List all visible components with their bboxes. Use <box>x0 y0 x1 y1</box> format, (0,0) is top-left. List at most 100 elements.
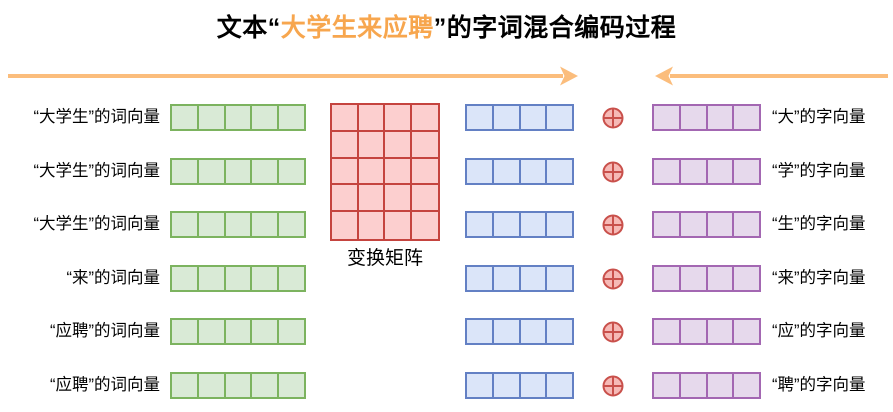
plus-circle-icon <box>602 321 624 343</box>
vector-cell <box>172 106 199 129</box>
vector-cell <box>734 106 759 129</box>
char-vector <box>652 265 761 292</box>
word-vector-label: “应聘”的词向量 <box>50 376 160 394</box>
transformed-word-vector <box>465 372 574 399</box>
vector-cell <box>494 160 521 183</box>
matrix-cell <box>332 185 359 213</box>
matrix-cell <box>358 158 385 186</box>
vector-cell <box>226 320 253 343</box>
right-direction-arrow <box>8 66 578 86</box>
matrix-cell <box>332 158 359 186</box>
char-vector-label: “应”的字向量 <box>772 322 866 340</box>
vector-cell <box>521 267 548 290</box>
char-vector-label: “聘”的字向量 <box>772 376 866 394</box>
vector-cell <box>494 374 521 397</box>
matrix-cell <box>358 105 385 132</box>
vector-cell <box>172 160 199 183</box>
title-prefix: 文本“ <box>216 14 281 42</box>
transformed-word-vector <box>465 211 574 238</box>
plus-circle-icon <box>602 161 624 183</box>
vector-cell <box>734 160 759 183</box>
matrix-cell <box>385 131 412 159</box>
vector-cell <box>279 106 304 129</box>
vector-cell <box>199 320 226 343</box>
vector-cell <box>494 320 521 343</box>
plus-circle-icon <box>602 268 624 290</box>
vector-cell <box>734 320 759 343</box>
vector-cell <box>708 374 735 397</box>
vector-cell <box>279 213 304 236</box>
vector-cell <box>547 160 572 183</box>
diagram-row: “大学生”的词向量 <box>0 104 893 131</box>
vector-cell <box>467 213 494 236</box>
vector-cell <box>172 374 199 397</box>
vector-cell <box>654 160 681 183</box>
vector-cell <box>172 320 199 343</box>
flow-arrows <box>8 66 888 86</box>
vector-cell <box>681 106 708 129</box>
matrix-cell <box>332 131 359 159</box>
vector-cell <box>226 160 253 183</box>
vector-cell <box>708 320 735 343</box>
matrix-label: 变换矩阵 <box>346 248 423 269</box>
vector-cell <box>654 213 681 236</box>
page-title: 文本“大学生来应聘”的字词混合编码过程 <box>0 8 893 44</box>
vector-cell <box>467 320 494 343</box>
vector-cell <box>467 267 494 290</box>
vector-cell <box>654 267 681 290</box>
vector-cell <box>708 160 735 183</box>
vector-cell <box>521 320 548 343</box>
vector-cell <box>199 213 226 236</box>
vector-cell <box>172 213 199 236</box>
char-vector <box>652 104 761 131</box>
char-vector-label: “生”的字向量 <box>772 215 866 233</box>
vector-cell <box>172 267 199 290</box>
transformed-word-vector <box>465 318 574 345</box>
vector-cell <box>654 106 681 129</box>
word-vector <box>170 158 306 185</box>
vector-cell <box>467 160 494 183</box>
vector-cell <box>252 320 280 343</box>
matrix-cell <box>385 105 412 132</box>
vector-cell <box>494 267 521 290</box>
diagram-row: “大学生”的词向量 <box>0 211 893 238</box>
transform-matrix <box>330 103 440 241</box>
diagram-row: “应聘”的词向量 <box>0 372 893 399</box>
vector-cell <box>226 213 253 236</box>
matrix-cell <box>411 159 438 186</box>
title-highlight: 大学生来应聘 <box>280 14 434 42</box>
word-vector-label: “大学生”的词向量 <box>33 215 161 233</box>
matrix-cell <box>411 132 438 159</box>
vector-cell <box>681 267 708 290</box>
vector-cell <box>252 267 280 290</box>
vector-cell <box>252 213 280 236</box>
char-vector-label: “学”的字向量 <box>772 162 866 180</box>
vector-cell <box>547 374 572 397</box>
vector-cell <box>547 267 572 290</box>
matrix-cell <box>359 212 385 239</box>
vector-cell <box>734 267 759 290</box>
word-vector-label: “大学生”的词向量 <box>33 108 161 126</box>
vector-cell <box>734 374 759 397</box>
transformed-word-vector <box>465 104 574 131</box>
vector-cell <box>734 213 759 236</box>
diagram-row: “来”的词向量 <box>0 265 893 292</box>
matrix-cell <box>385 212 412 239</box>
word-vector <box>170 265 306 292</box>
vector-cell <box>547 213 572 236</box>
vector-cell <box>252 106 280 129</box>
vector-cell <box>494 213 521 236</box>
vector-cell <box>681 213 708 236</box>
vector-cell <box>681 160 708 183</box>
char-vector <box>652 158 761 185</box>
char-vector <box>652 211 761 238</box>
word-vector <box>170 372 306 399</box>
char-vector-label: “大”的字向量 <box>772 108 866 126</box>
vector-cell <box>199 267 226 290</box>
vector-cell <box>226 106 253 129</box>
word-vector <box>170 211 306 238</box>
vector-cell <box>467 106 494 129</box>
diagram-row: “大学生”的词向量 <box>0 158 893 185</box>
vector-cell <box>199 106 226 129</box>
